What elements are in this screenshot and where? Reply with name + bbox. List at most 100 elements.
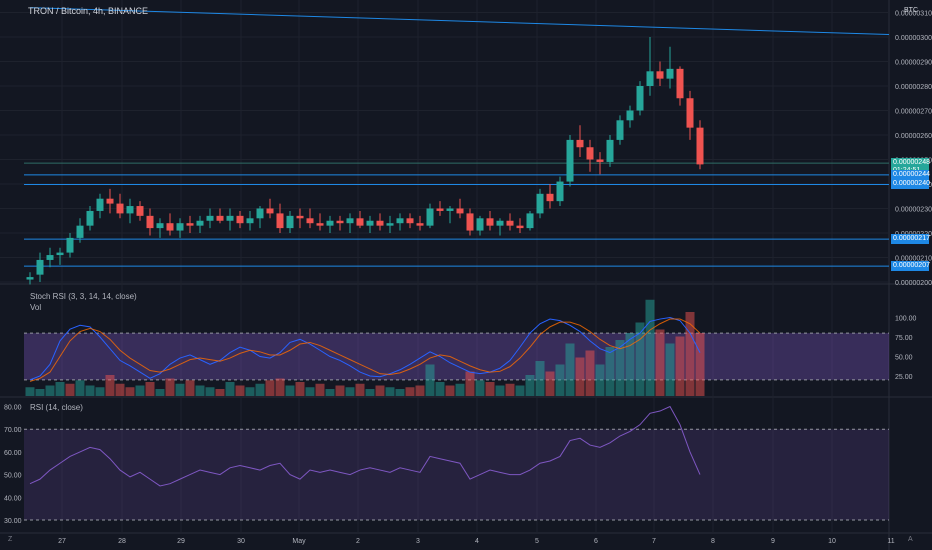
volume-bar bbox=[155, 389, 165, 396]
candle-body bbox=[476, 218, 484, 231]
volume-bar bbox=[555, 364, 565, 396]
price-axis-label: 0.00000248 bbox=[891, 158, 930, 169]
candle-body bbox=[36, 259, 44, 275]
volume-bar bbox=[455, 383, 465, 396]
volume-bar bbox=[365, 389, 375, 396]
price-axis-label: 0.00000217 bbox=[891, 234, 930, 245]
candle-body bbox=[266, 208, 274, 214]
volume-bar bbox=[675, 336, 685, 396]
candle-body bbox=[426, 208, 434, 226]
candle-body bbox=[316, 223, 324, 226]
volume-bar bbox=[655, 329, 665, 396]
volume-bar bbox=[465, 371, 475, 396]
candle-body bbox=[546, 193, 554, 202]
candle-body bbox=[646, 71, 654, 86]
volume-label[interactable]: Vol bbox=[30, 303, 42, 312]
volume-bar bbox=[105, 375, 115, 396]
candle-body bbox=[396, 218, 404, 224]
stoch-d-line bbox=[29, 318, 701, 382]
price-axis-label: 0.00000207 bbox=[891, 261, 930, 272]
candle-body bbox=[146, 215, 154, 229]
volume-bar bbox=[475, 380, 485, 396]
volume-bar bbox=[625, 333, 635, 396]
volume-bar bbox=[265, 380, 275, 396]
volume-bar bbox=[515, 385, 525, 396]
volume-bar bbox=[535, 361, 545, 396]
volume-bar bbox=[385, 387, 395, 396]
time-axis-label: 29 bbox=[177, 538, 185, 545]
candle-body bbox=[166, 223, 174, 231]
price-tick-label: 0.00000300 bbox=[895, 35, 932, 42]
candle-body bbox=[366, 220, 374, 226]
rsi-label[interactable]: RSI (14, close) bbox=[30, 403, 83, 412]
time-axis-label: 7 bbox=[652, 538, 656, 545]
candle-body bbox=[336, 220, 344, 224]
volume-bar bbox=[185, 380, 195, 396]
time-axis-label: 2 bbox=[356, 538, 360, 545]
candle-body bbox=[46, 255, 54, 260]
volume-bar bbox=[505, 383, 515, 396]
candle-body bbox=[636, 86, 644, 111]
time-axis-label: 10 bbox=[828, 538, 836, 545]
price-tick-label: 0.00000230 bbox=[895, 207, 932, 214]
candle-body bbox=[326, 220, 334, 226]
candle-body bbox=[586, 147, 594, 160]
candle-body bbox=[436, 208, 444, 211]
volume-bar bbox=[545, 371, 555, 396]
candle-body bbox=[686, 98, 694, 128]
volume-bar bbox=[165, 378, 175, 396]
rsi-tick-label: 80.00 bbox=[4, 405, 22, 412]
volume-bar bbox=[205, 387, 215, 396]
volume-bar bbox=[65, 383, 75, 396]
volume-bar bbox=[645, 299, 655, 396]
price-tick-label: 0.00000270 bbox=[895, 109, 932, 116]
resistance-trend-line bbox=[29, 7, 890, 36]
volume-bar bbox=[575, 357, 585, 396]
volume-bar bbox=[635, 322, 645, 396]
candle-body bbox=[86, 210, 94, 226]
volume-bar bbox=[175, 383, 185, 396]
volume-bar bbox=[665, 343, 675, 396]
candle-body bbox=[346, 218, 354, 224]
stoch-tick-label: 50.00 bbox=[895, 355, 913, 362]
candle-body bbox=[676, 68, 684, 99]
stoch-rsi-label[interactable]: Stoch RSI (3, 3, 14, 14, close) bbox=[30, 292, 137, 301]
price-tick-label: 0.00000200 bbox=[895, 280, 932, 287]
volume-bar bbox=[45, 385, 55, 396]
volume-bar bbox=[115, 383, 125, 396]
candle-body bbox=[486, 218, 494, 226]
corner-left-label[interactable]: Z bbox=[8, 536, 13, 543]
price-tick-label: 0.00000280 bbox=[895, 84, 932, 91]
candle-body bbox=[66, 237, 74, 253]
stoch-tick-label: 75.00 bbox=[895, 335, 913, 342]
price-tick-label: 0.00000290 bbox=[895, 60, 932, 67]
volume-bar bbox=[395, 389, 405, 396]
volume-bar bbox=[375, 385, 385, 396]
volume-bar bbox=[225, 382, 235, 396]
candle-body bbox=[116, 203, 124, 214]
stoch-band bbox=[24, 333, 889, 380]
volume-bar bbox=[445, 385, 455, 396]
volume-bar bbox=[605, 347, 615, 396]
volume-bar bbox=[75, 380, 85, 396]
volume-bar bbox=[585, 350, 595, 396]
volume-bar bbox=[345, 387, 355, 396]
time-axis-label: 27 bbox=[58, 538, 66, 545]
rsi-tick-label: 60.00 bbox=[4, 450, 22, 457]
corner-right-label[interactable]: A bbox=[908, 536, 913, 543]
volume-bar bbox=[565, 343, 575, 396]
candle-body bbox=[596, 159, 604, 162]
candle-body bbox=[386, 223, 394, 226]
volume-bar bbox=[525, 375, 535, 396]
volume-bar bbox=[695, 333, 705, 396]
volume-bar bbox=[335, 385, 345, 396]
stoch-tick-label: 25.00 bbox=[895, 374, 913, 381]
volume-bar bbox=[145, 382, 155, 396]
volume-bar bbox=[195, 385, 205, 396]
candle-body bbox=[506, 220, 514, 226]
candle-body bbox=[606, 139, 614, 162]
price-tick-label: 0.00000210 bbox=[895, 256, 932, 263]
volume-bar bbox=[85, 385, 95, 396]
candle-body bbox=[106, 198, 114, 204]
